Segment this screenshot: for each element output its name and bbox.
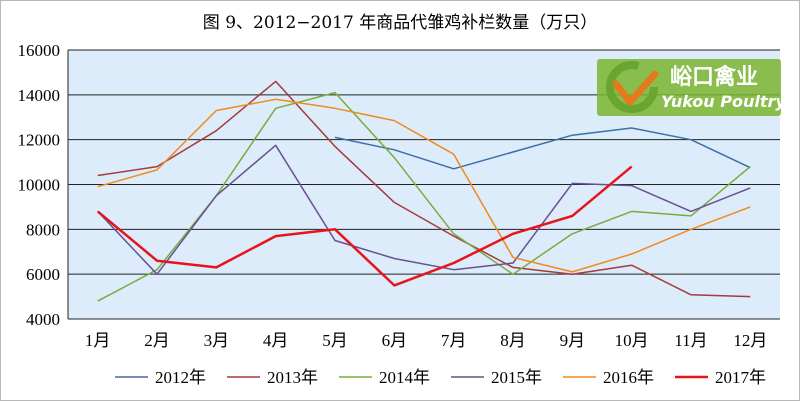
x-tick-label: 8月 (500, 331, 526, 350)
x-axis: 1月 2月 3月 4月 5月 6月 7月 8月 9月 10月 11月 12月 (85, 331, 767, 350)
x-tick-label: 9月 (560, 331, 586, 350)
y-tick-label: 4000 (26, 310, 60, 329)
legend: 2012年 2013年 2014年 2015年 2016年 2017年 (115, 368, 766, 387)
x-tick-label: 10月 (615, 331, 649, 350)
legend-label: 2016年 (603, 368, 654, 387)
series-line-2015年 (97, 144, 751, 275)
x-tick-label: 4月 (263, 331, 289, 350)
x-tick-label: 5月 (322, 331, 348, 350)
x-tick-label: 11月 (674, 331, 707, 350)
x-tick-label: 7月 (441, 331, 467, 350)
series-line-2012年 (334, 127, 751, 170)
x-tick-label: 3月 (204, 331, 230, 350)
legend-label: 2015年 (491, 368, 542, 387)
y-tick-label: 8000 (26, 220, 60, 239)
x-tick-label: 2月 (144, 331, 170, 350)
series-line-2013年 (97, 80, 751, 298)
series-line-2016年 (97, 98, 751, 273)
legend-label: 2013年 (267, 368, 318, 387)
y-tick-label: 12000 (18, 131, 61, 150)
series-line-2017年 (96, 165, 633, 287)
brand-logo-icon (606, 61, 659, 113)
x-tick-label: 6月 (382, 331, 408, 350)
y-tick-label: 10000 (18, 176, 61, 195)
brand-name-cn: 峪口禽业 (670, 64, 758, 90)
legend-label: 2017年 (715, 368, 766, 387)
brand-name-en: Yukou Poultry (661, 92, 786, 111)
legend-label: 2014年 (379, 368, 430, 387)
chart-title: 图 9、2012−2017 年商品代雏鸡补栏数量（万只） (203, 13, 597, 33)
y-tick-label: 6000 (26, 265, 60, 284)
y-tick-label: 16000 (18, 41, 61, 60)
y-tick-label: 14000 (18, 86, 61, 105)
series-lines (96, 80, 751, 302)
brand-watermark: 峪口禽业 Yukou Poultry (597, 59, 786, 116)
x-tick-label: 1月 (85, 331, 111, 350)
legend-label: 2012年 (155, 368, 206, 387)
x-tick-label: 12月 (733, 331, 767, 350)
y-axis: 4000 6000 8000 10000 12000 14000 16000 (18, 41, 69, 329)
